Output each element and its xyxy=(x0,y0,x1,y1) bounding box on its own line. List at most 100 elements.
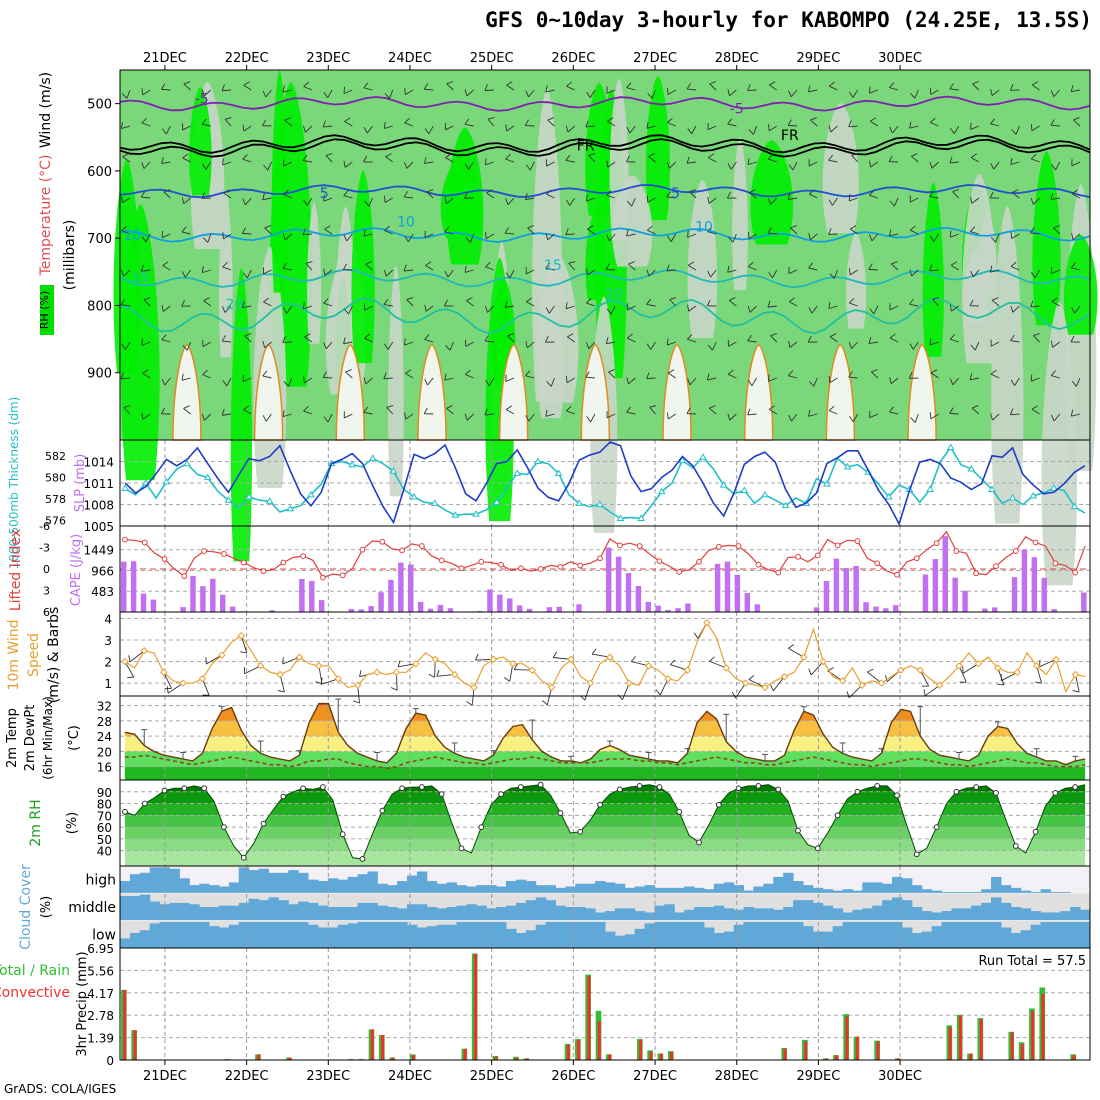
cloud-bar xyxy=(387,922,398,948)
temperature-contour xyxy=(119,226,1091,243)
cloud-bar xyxy=(407,875,418,894)
cloud-bar xyxy=(614,883,626,894)
rain-precip-bar xyxy=(659,1053,663,1060)
wind-barb xyxy=(807,85,818,93)
cloud-bar xyxy=(496,886,507,894)
cloud-bar xyxy=(634,911,646,921)
cape-bar xyxy=(655,605,661,612)
rh-marker xyxy=(537,781,544,788)
rain-precip-bar xyxy=(463,1048,467,1060)
wind-barb xyxy=(868,263,878,271)
surface-wind-barb xyxy=(885,669,902,683)
cloud-bar xyxy=(129,874,141,894)
cape-bar xyxy=(318,600,325,612)
cloud-bar xyxy=(703,927,715,948)
wind-barb xyxy=(444,299,454,307)
wind-barb xyxy=(707,269,717,278)
cloud-bar xyxy=(129,896,141,921)
wind-barb xyxy=(586,268,596,276)
rain-precip-bar xyxy=(412,1055,416,1060)
wind-barb xyxy=(524,119,535,127)
wind-barb xyxy=(201,192,211,199)
wind-speed-marker xyxy=(159,668,168,677)
wind-speed-marker xyxy=(179,679,187,687)
wind-speed-marker xyxy=(780,672,789,681)
wind-barb xyxy=(808,189,818,199)
wind-barb xyxy=(525,89,535,98)
wind-barb xyxy=(626,377,636,385)
lifted-index-marker xyxy=(715,543,722,550)
cloud-bar xyxy=(822,889,834,894)
wind-barb xyxy=(464,118,474,127)
wind-barb xyxy=(828,301,838,310)
wind-barb xyxy=(363,303,373,311)
cloud-bar xyxy=(921,931,933,948)
rh-marker xyxy=(399,785,405,792)
thickness-line-marker xyxy=(492,498,501,505)
wind-barb xyxy=(666,412,676,420)
wind-barb xyxy=(1030,124,1040,132)
rain-precip-bar xyxy=(948,1026,952,1060)
wind-barb xyxy=(222,261,232,271)
wind-barb xyxy=(952,189,960,199)
cloud-bar xyxy=(961,891,972,894)
wind-speed-marker xyxy=(897,666,905,674)
lifted-index-marker xyxy=(498,561,504,568)
cape-bar xyxy=(210,578,216,612)
wind-speed-marker xyxy=(916,666,924,674)
lifted-index-marker xyxy=(1012,548,1019,554)
lifted-tick-label: 0 xyxy=(43,563,50,576)
wind-barb xyxy=(869,410,879,419)
wind-barb xyxy=(121,195,131,204)
wind-barb xyxy=(828,154,838,163)
wind-barb xyxy=(586,413,596,423)
rh-cell xyxy=(609,78,629,240)
rh-marker xyxy=(359,856,366,862)
wind-barb xyxy=(464,192,474,199)
wind-speed-line xyxy=(124,621,1086,694)
cloud-bar xyxy=(585,922,596,948)
rh-cell xyxy=(446,127,484,265)
thickness-line-marker xyxy=(307,490,315,498)
cloud-bar xyxy=(317,881,329,894)
wind-barb xyxy=(869,160,879,168)
wind-barb xyxy=(181,269,192,278)
wind-barb xyxy=(201,265,211,274)
wind-barb xyxy=(484,408,494,416)
cloud-bar xyxy=(634,886,646,894)
rain-precip-bar xyxy=(897,1058,901,1060)
wind-barb xyxy=(545,159,555,167)
temperature-tick-label: 24 xyxy=(97,730,112,744)
lifted-index-marker xyxy=(814,552,821,559)
cloud-bar xyxy=(842,922,853,948)
rh-marker xyxy=(775,786,782,793)
wind-barb xyxy=(970,122,980,130)
cloud-bar xyxy=(802,900,814,921)
wind-barb xyxy=(1010,231,1020,239)
wind-barb xyxy=(709,81,717,91)
lifted-index-marker xyxy=(161,556,168,562)
lifted-index-marker xyxy=(775,569,782,576)
wind-barb xyxy=(140,264,151,272)
wind-barb xyxy=(1051,297,1061,307)
surface-wind-barb xyxy=(748,675,766,688)
wind-barb xyxy=(322,371,333,379)
wind-barb xyxy=(747,157,757,166)
wind-speed-marker xyxy=(994,664,1002,672)
cloud-bar xyxy=(308,924,319,948)
wind-barb xyxy=(646,121,656,129)
wind-barb xyxy=(444,269,454,278)
cloud-bar xyxy=(555,905,566,921)
wind-barb xyxy=(545,233,555,241)
cloud-bar xyxy=(1000,902,1012,921)
wind-barb xyxy=(484,335,494,343)
lifted-tick-label: 3 xyxy=(43,585,50,598)
rain-precip-bar xyxy=(123,989,127,1060)
cloud-bar xyxy=(822,905,834,921)
contour-label: 10 xyxy=(123,228,141,244)
wind-barb xyxy=(586,298,596,307)
wind-barb xyxy=(363,82,373,91)
cloud-bar xyxy=(436,883,448,894)
cloud-bar xyxy=(407,904,418,921)
wind-barb xyxy=(787,193,798,201)
